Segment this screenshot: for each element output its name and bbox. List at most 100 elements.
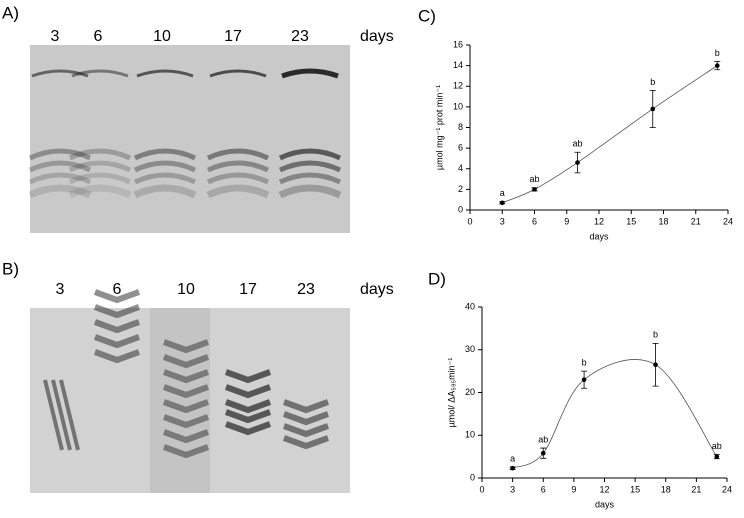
panel-label: A) [2, 3, 19, 22]
band [68, 172, 132, 185]
x-tick-label: 3 [510, 484, 515, 494]
lane-label: 23 [291, 28, 309, 45]
band [28, 148, 92, 161]
point [581, 377, 587, 382]
band [51, 379, 72, 451]
gel-bands [28, 68, 342, 459]
y-tick-label: 8 [458, 122, 463, 132]
point [650, 106, 656, 112]
point [714, 63, 720, 68]
lane-label: 17 [224, 28, 242, 45]
panel-label: B) [2, 259, 19, 278]
band [28, 160, 92, 173]
y-tick-label: 10 [465, 430, 475, 440]
band [93, 349, 141, 364]
band [133, 184, 197, 199]
lane-label: 6 [94, 28, 103, 45]
x-tick-label: 12 [599, 484, 609, 494]
x-axis-label: days [595, 499, 615, 509]
x-tick-label: 6 [532, 216, 537, 226]
x-tick-label: 0 [467, 216, 472, 226]
lane-label: 10 [177, 281, 195, 298]
annotation: b [715, 48, 720, 58]
annotation: a [500, 188, 505, 198]
panel-label: D) [428, 269, 446, 288]
unit-label: days [360, 28, 394, 45]
lane-label: 23 [297, 281, 315, 298]
band [93, 334, 141, 349]
y-tick-label: 40 [465, 301, 475, 311]
y-tick-label: 12 [453, 81, 463, 91]
band [282, 399, 330, 414]
band [224, 421, 272, 436]
x-tick-label: 18 [658, 216, 668, 226]
y-tick-label: 30 [465, 344, 475, 354]
x-tick-label: 9 [564, 216, 569, 226]
annotation: a [510, 453, 515, 463]
band [278, 160, 342, 173]
band [282, 435, 330, 450]
band [68, 148, 132, 161]
band [133, 172, 197, 185]
point [540, 450, 546, 456]
y-axis-label: µmol/ ΔA₅₉₅min⁻¹ [446, 358, 456, 428]
x-tick-label: 15 [630, 484, 640, 494]
band [59, 379, 80, 451]
band [278, 184, 342, 199]
x-tick-label: 0 [479, 484, 484, 494]
y-tick-label: 4 [458, 163, 463, 173]
band [162, 384, 210, 399]
lane-label: 10 [153, 28, 171, 45]
lane-label: 3 [51, 28, 60, 45]
x-tick-label: 6 [541, 484, 546, 494]
y-tick-label: 0 [470, 472, 475, 482]
band [281, 68, 339, 79]
band [162, 414, 210, 429]
annotation: b [582, 358, 587, 368]
y-tick-label: 2 [458, 184, 463, 194]
point [532, 187, 537, 192]
band [162, 429, 210, 444]
point [653, 362, 658, 368]
y-tick-label: 20 [465, 387, 475, 397]
lane-label: 6 [113, 281, 122, 298]
point [714, 454, 720, 459]
band [68, 184, 132, 199]
annotation: b [650, 77, 655, 87]
y-tick-label: 0 [458, 204, 463, 214]
band [162, 399, 210, 414]
band [224, 384, 272, 399]
point [499, 200, 505, 206]
band [31, 69, 89, 78]
band [93, 289, 141, 304]
band [206, 184, 270, 199]
x-tick-label: 21 [691, 484, 701, 494]
band [93, 304, 141, 319]
band [133, 148, 197, 161]
annotation: ab [529, 174, 539, 184]
x-tick-label: 9 [571, 484, 576, 494]
band [43, 379, 64, 451]
gel-b-lane [150, 308, 210, 493]
x-tick-label: 21 [691, 216, 701, 226]
panel-label: C) [418, 6, 436, 25]
y-tick-label: 6 [458, 143, 463, 153]
band [162, 444, 210, 459]
point [575, 160, 580, 165]
x-tick-label: 3 [500, 216, 505, 226]
band [68, 160, 132, 173]
band [71, 69, 129, 78]
band [162, 339, 210, 354]
band [282, 423, 330, 438]
x-tick-label: 15 [626, 216, 636, 226]
band [28, 172, 92, 185]
annotation: ab [538, 434, 548, 444]
y-tick-label: 16 [453, 39, 463, 49]
band [206, 148, 270, 161]
band [209, 69, 267, 78]
lane-label: 17 [239, 281, 257, 298]
band [133, 160, 197, 173]
y-tick-label: 14 [453, 60, 463, 70]
fit-line [502, 65, 718, 204]
